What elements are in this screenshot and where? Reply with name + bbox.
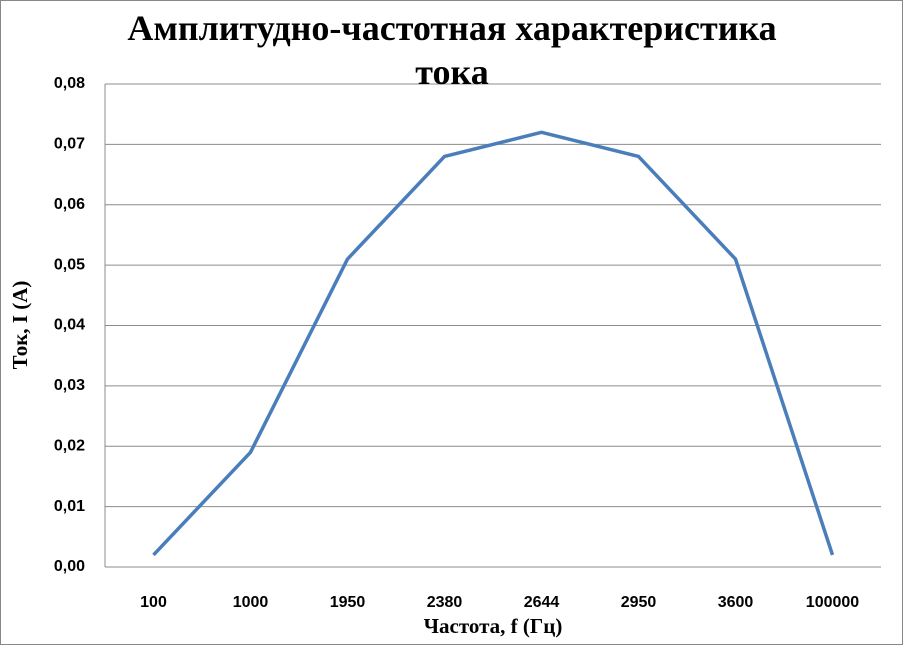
- chart-title: Амплитудно-частотная характеристика тока: [127, 8, 777, 92]
- y-tick-label: 0,02: [54, 437, 85, 454]
- y-tick-label: 0,06: [54, 196, 85, 213]
- y-tick-label: 0,08: [54, 75, 85, 92]
- y-axis-label: Ток, I (A): [8, 281, 32, 370]
- y-tick-label: 0,00: [54, 558, 85, 575]
- y-tick-label: 0,01: [54, 498, 85, 515]
- y-tick-label: 0,03: [54, 377, 85, 394]
- data-line: [152, 130, 835, 557]
- y-tick-label: 0,05: [54, 256, 85, 273]
- x-tick-label: 1950: [330, 594, 366, 611]
- x-tick-label: 100000: [806, 594, 859, 611]
- x-tick-label: 2950: [621, 594, 657, 611]
- x-tick-label: 1000: [233, 594, 269, 611]
- x-tick-label: 2380: [427, 594, 463, 611]
- x-tick-label: 3600: [718, 594, 754, 611]
- x-axis-label: Частота, f (Гц): [424, 614, 563, 638]
- x-tick-label: 2644: [524, 594, 560, 611]
- y-tick-label: 0,04: [54, 317, 85, 334]
- x-tick-label: 100: [140, 594, 167, 611]
- y-tick-label: 0,07: [54, 136, 85, 153]
